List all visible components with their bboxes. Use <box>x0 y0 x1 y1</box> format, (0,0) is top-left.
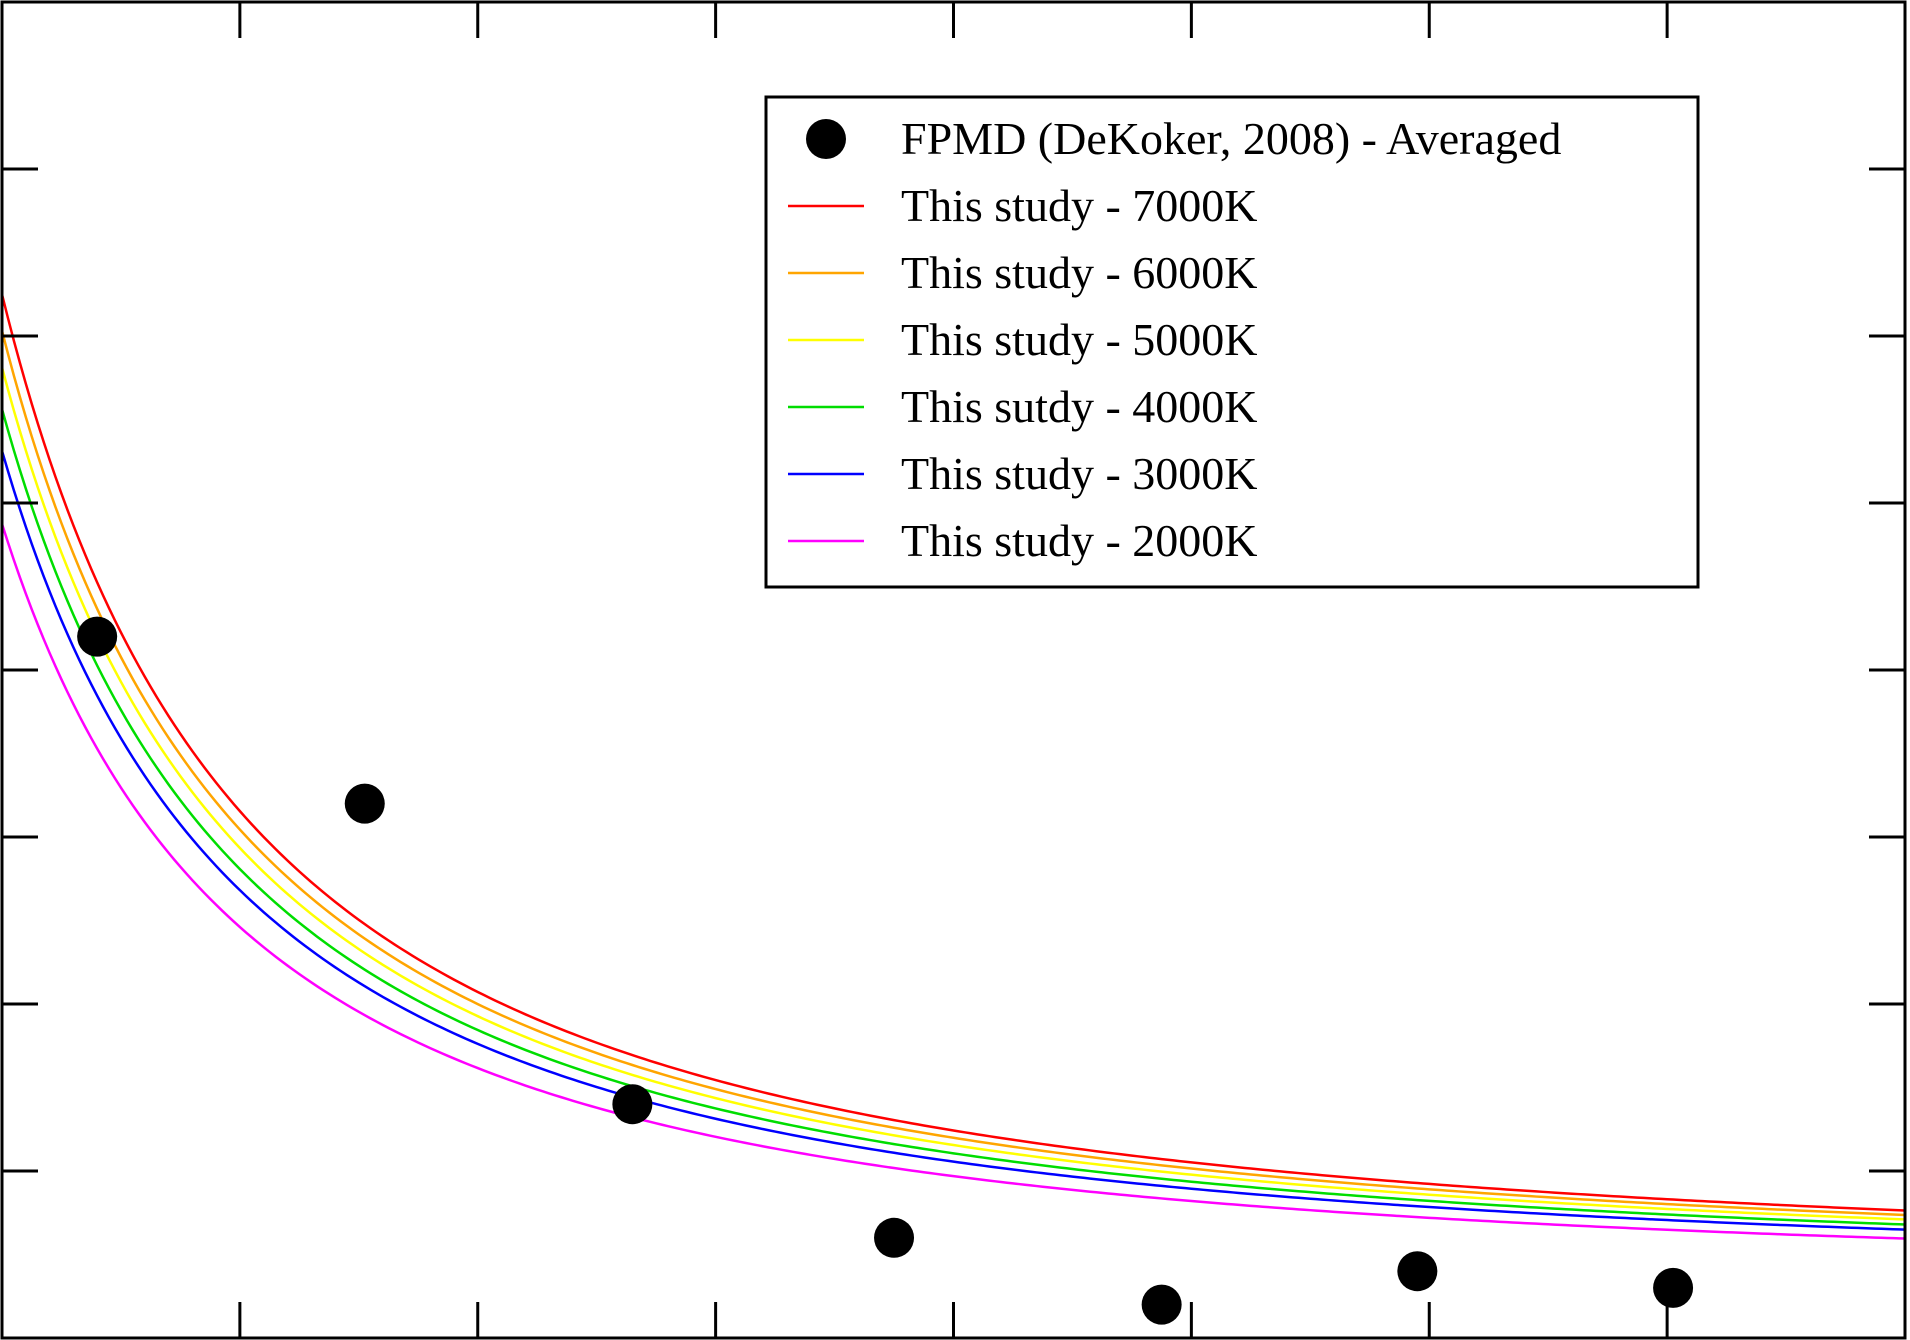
legend-box <box>764 95 1700 589</box>
series-line-6 <box>2 523 1905 1240</box>
series-line-4 <box>2 408 1905 1226</box>
series-line-3 <box>2 366 1905 1221</box>
legend-label-5: This study - 3000K <box>901 448 1258 499</box>
legend-label-points: FPMD (DeKoker, 2008) - Averaged <box>901 113 1561 164</box>
legend-label-1: This study - 7000K <box>901 180 1258 231</box>
series-line-2 <box>2 330 1905 1217</box>
plot-lines <box>2 293 1905 1240</box>
legend-label-2: This study - 6000K <box>901 247 1258 298</box>
legend-label-6: This study - 2000K <box>901 515 1258 566</box>
data-point <box>344 783 385 824</box>
legend-label-4: This sutdy - 4000K <box>901 381 1258 432</box>
data-point <box>1141 1284 1182 1325</box>
series-line-5 <box>2 450 1905 1231</box>
data-point <box>1653 1267 1694 1308</box>
data-point <box>612 1084 653 1125</box>
legend-label-3: This study - 5000K <box>901 314 1258 365</box>
legend: FPMD (DeKoker, 2008) - Averaged This stud… <box>764 95 1700 589</box>
plot-points <box>77 616 1694 1325</box>
legend-marker-points <box>806 119 846 159</box>
data-point <box>874 1217 915 1258</box>
data-point <box>1397 1251 1438 1292</box>
series-line-1 <box>2 293 1905 1212</box>
data-point <box>77 616 118 657</box>
